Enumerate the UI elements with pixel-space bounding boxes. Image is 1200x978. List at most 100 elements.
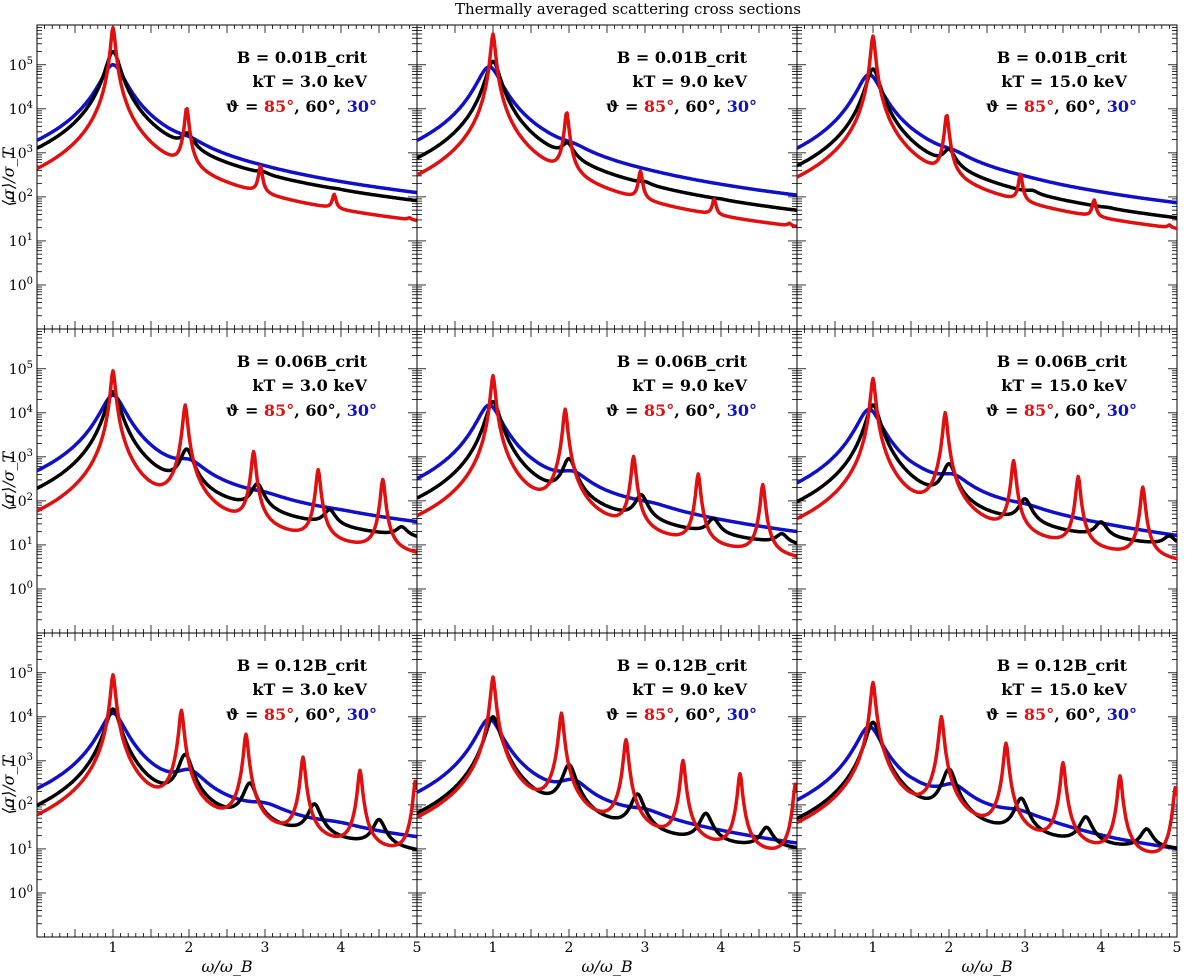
panel-frame: [796, 328, 1178, 634]
annotation-B: B = 0.12B_crit: [617, 656, 748, 675]
series-line-60: [37, 49, 417, 203]
y-tick-label: 100: [9, 884, 33, 902]
series-line-60: [417, 399, 797, 545]
y-tick-label: 100: [9, 276, 33, 294]
x-tick-label: 2: [565, 940, 574, 956]
x-tick-label: 4: [337, 940, 346, 956]
annotation-kT: kT = 9.0 keV: [632, 72, 747, 91]
y-axis-label: ⟨σ⟩/σ_T: [0, 146, 18, 206]
y-tick-label: 102: [9, 492, 33, 510]
chart-panel-5: B = 0.06B_crit kT = 15.0 keV ϑ = 85°, 60°,…: [796, 328, 1178, 634]
figure-title: Thermally averaged scattering cross sect…: [455, 0, 801, 18]
series-line-30: [37, 393, 417, 524]
chart-panel-1: B = 0.01B_crit kT = 9.0 keV ϑ = 85°, 60°, …: [416, 24, 798, 330]
annotation-theta: ϑ = 85°, 60°, 30°: [226, 401, 377, 420]
y-tick-label: 101: [9, 232, 33, 250]
annotation-kT: kT = 15.0 keV: [1001, 72, 1127, 91]
x-tick-label: 1: [869, 940, 878, 956]
x-tick-label: 5: [793, 940, 802, 956]
x-tick-label: 4: [717, 940, 726, 956]
series-line-60: [797, 67, 1177, 220]
y-axis-label: ⟨σ⟩/σ_T: [0, 450, 18, 510]
x-axis-label: ω/ω_B: [961, 957, 1012, 976]
annotation-theta: ϑ = 85°, 60°, 30°: [226, 97, 377, 116]
x-tick-label: 5: [413, 940, 422, 956]
series-line-85: [417, 373, 797, 558]
series-line-30: [37, 711, 417, 839]
series-line-60: [417, 59, 797, 213]
annotation-kT: kT = 3.0 keV: [252, 680, 367, 699]
series-line-85: [797, 34, 1177, 231]
annotation-kT: kT = 9.0 keV: [632, 680, 747, 699]
series-line-30: [797, 724, 1177, 851]
y-tick-label: 105: [9, 56, 33, 74]
y-tick-label: 100: [9, 580, 33, 598]
x-tick-label: 5: [1173, 940, 1182, 956]
chart-panel-3: 100 101 102 103 104 105 B = 0.06B_crit kT = 3.0…: [9, 328, 418, 634]
x-tick-label: 3: [261, 940, 270, 956]
panel-frame: [416, 24, 798, 330]
annotation-kT: kT = 3.0 keV: [252, 376, 367, 395]
panel-frame: [36, 632, 418, 938]
y-tick-label: 102: [9, 796, 33, 814]
annotation-B: B = 0.01B_crit: [617, 48, 748, 67]
series-line-85: [417, 32, 797, 229]
annotation-theta: ϑ = 85°, 60°, 30°: [606, 97, 757, 116]
annotation-theta: ϑ = 85°, 60°, 30°: [986, 705, 1137, 724]
y-tick-label: 103: [9, 144, 33, 162]
x-axis-label: ω/ω_B: [201, 957, 252, 976]
annotation-theta: ϑ = 85°, 60°, 30°: [986, 401, 1137, 420]
panel-frame: [416, 328, 798, 634]
panel-frame: [36, 24, 418, 330]
chart-panel-7: 1 2 3 4 5 B = 0.12B_crit kT = 9.0 keV ϑ = 85°, …: [416, 632, 802, 956]
x-tick-label: 1: [109, 940, 118, 956]
y-tick-label: 105: [9, 360, 33, 378]
annotation-B: B = 0.06B_crit: [237, 352, 368, 371]
series-line-60: [797, 403, 1177, 544]
panel-grid: 100 101 102 103 104 105 B = 0.01B_crit kT = 3.0…: [9, 24, 1182, 956]
annotation-B: B = 0.12B_crit: [997, 656, 1128, 675]
x-tick-label: 4: [1097, 940, 1106, 956]
y-tick-label: 105: [9, 664, 33, 682]
y-tick-label: 104: [9, 100, 33, 118]
chart-panel-2: B = 0.01B_crit kT = 15.0 keV ϑ = 85°, 60°,…: [796, 24, 1178, 330]
series-line-85: [797, 376, 1177, 561]
annotation-kT: kT = 15.0 keV: [1001, 376, 1127, 395]
annotation-kT: kT = 3.0 keV: [252, 72, 367, 91]
y-tick-label: 101: [9, 536, 33, 554]
series-line-60: [37, 390, 417, 538]
series-line-30: [417, 65, 797, 197]
series-line-30: [797, 72, 1177, 205]
x-axis-label: ω/ω_B: [581, 957, 632, 976]
y-tick-label: 102: [9, 188, 33, 206]
y-tick-label: 103: [9, 752, 33, 770]
series-line-30: [417, 717, 797, 845]
annotation-kT: kT = 9.0 keV: [632, 376, 747, 395]
annotation-theta: ϑ = 85°, 60°, 30°: [606, 705, 757, 724]
chart-panel-6: 100 101 102 103 104 105 1 2 3 4 5 B = 0.12B_crit kT …: [9, 632, 422, 956]
x-tick-label: 1: [489, 940, 498, 956]
series-line-85: [37, 673, 417, 848]
x-tick-label: 3: [1021, 940, 1030, 956]
annotation-B: B = 0.01B_crit: [997, 48, 1128, 67]
y-tick-label: 103: [9, 448, 33, 466]
annotation-B: B = 0.01B_crit: [237, 48, 368, 67]
annotation-kT: kT = 15.0 keV: [1001, 680, 1127, 699]
x-tick-label: 2: [945, 940, 954, 956]
chart-panel-4: B = 0.06B_crit kT = 9.0 keV ϑ = 85°, 60°, …: [416, 328, 798, 634]
y-tick-label: 104: [9, 708, 33, 726]
series-line-85: [37, 25, 417, 223]
y-tick-label: 104: [9, 404, 33, 422]
annotation-B: B = 0.06B_crit: [997, 352, 1128, 371]
x-tick-label: 3: [641, 940, 650, 956]
y-tick-label: 101: [9, 840, 33, 858]
series-line-85: [37, 369, 417, 554]
x-tick-label: 2: [185, 940, 194, 956]
annotation-B: B = 0.12B_crit: [237, 656, 368, 675]
series-line-85: [417, 675, 797, 850]
y-axis-label: ⟨σ⟩/σ_T: [0, 754, 18, 814]
annotation-B: B = 0.06B_crit: [617, 352, 748, 371]
panel-frame: [796, 24, 1178, 330]
annotation-theta: ϑ = 85°, 60°, 30°: [226, 705, 377, 724]
